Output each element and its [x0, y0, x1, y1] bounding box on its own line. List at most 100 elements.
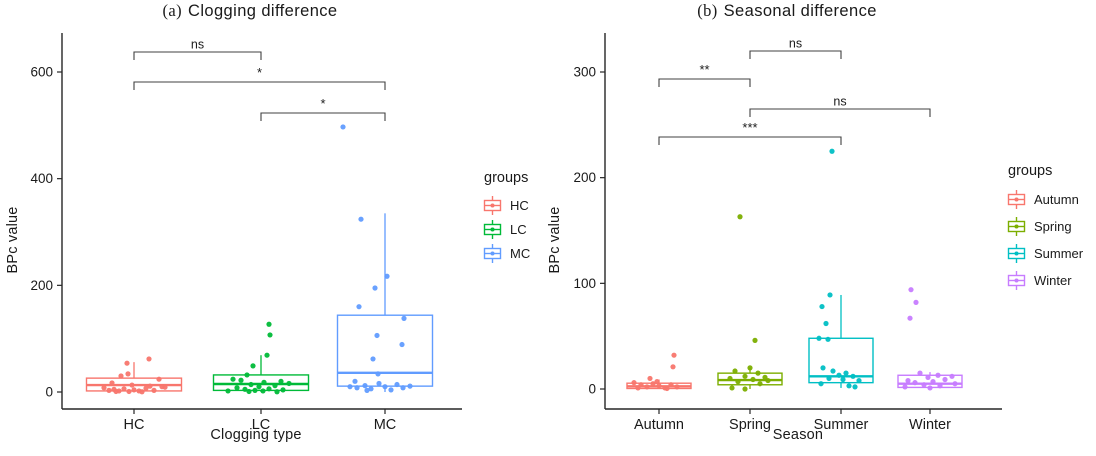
legend-label-spring: Spring [1034, 219, 1072, 234]
legend-item-autumn: Autumn [1006, 186, 1083, 213]
panel-a-title-text: Clogging difference [188, 2, 338, 20]
y-tick-label: 300 [573, 65, 596, 80]
jitter-points-summer [816, 148, 862, 390]
jitter-point [252, 387, 258, 393]
jitter-point [732, 368, 738, 374]
significance-bracket-hc-lc: ns [133, 38, 262, 60]
jitter-point [631, 380, 637, 386]
jitter-point [829, 148, 835, 154]
jitter-point [362, 383, 368, 389]
jitter-point [750, 376, 756, 383]
legend-season-groups: groups Autumn Spring Summer Winter [1006, 163, 1083, 294]
jitter-point [250, 363, 256, 369]
jitter-point [942, 376, 948, 383]
key-point [1014, 224, 1019, 229]
significance-label: *** [742, 120, 757, 135]
significance-label: * [320, 96, 325, 111]
jitter-point [126, 388, 132, 395]
jitter-point [401, 315, 407, 321]
jitter-point [274, 389, 280, 395]
significance-label: * [257, 65, 262, 80]
jitter-points-spring [727, 214, 771, 392]
jitter-point [159, 384, 165, 390]
jitter-point [846, 383, 852, 389]
jitter-point [840, 376, 846, 383]
legend-items: Autumn Spring Summer Winter [1006, 186, 1083, 294]
jitter-point [907, 315, 913, 321]
legend-clogging-groups: groups HC LC MC [482, 170, 530, 265]
x-category-label: LC [252, 417, 271, 433]
jitter-point [908, 287, 914, 293]
jitter-point [266, 386, 272, 392]
jitter-point [143, 385, 149, 391]
jitter-point [356, 304, 362, 310]
jitter-points-autumn [631, 352, 680, 392]
significance-label: ns [789, 37, 802, 51]
jitter-point [820, 365, 826, 371]
bracket-line [133, 81, 386, 90]
jitter-point [340, 124, 346, 130]
jitter-point [375, 371, 381, 377]
jitter-point [407, 383, 413, 389]
jitter-point [935, 372, 941, 378]
key-point [1014, 251, 1019, 256]
jitter-point [230, 376, 236, 382]
y-tick-label: 400 [30, 171, 53, 186]
jitter-point [913, 299, 919, 305]
jitter-point [664, 385, 670, 392]
jitter-point [106, 387, 112, 393]
box-mc [336, 314, 434, 387]
jitter-point [827, 292, 833, 298]
jitter-point [635, 385, 641, 391]
legend-item-spring: Spring [1006, 213, 1083, 240]
jitter-point [937, 383, 943, 389]
jitter-point [151, 387, 157, 393]
jitter-point [264, 352, 270, 358]
jitter-point [124, 360, 130, 366]
jitter-point [246, 388, 252, 395]
legend-item-hc: HC [482, 193, 530, 217]
jitter-point [647, 375, 653, 382]
jitter-point [354, 385, 360, 391]
jitter-point [843, 370, 849, 376]
jitter-point [925, 374, 931, 380]
jitter-point [266, 321, 272, 327]
x-category-label: Winter [909, 417, 951, 433]
bracket-line [658, 136, 842, 145]
key-point [490, 227, 495, 231]
panel-b-tag: (b) [697, 1, 718, 20]
jitter-point [248, 381, 254, 388]
boxplot-key-icon-hc [483, 195, 502, 215]
legend-label-winter: Winter [1034, 273, 1072, 288]
x-category-label: HC [124, 417, 145, 433]
legend-label-hc: HC [510, 197, 529, 213]
jitter-point [260, 388, 266, 394]
bracket-line [749, 50, 842, 59]
bracket-line [260, 112, 386, 121]
jitter-point [388, 387, 394, 393]
legend-item-summer: Summer [1006, 240, 1083, 267]
seasonal-boxplot-chart: ns ** ns *** 0 100 200 300 Autumn Spring Summer Win… [573, 33, 1002, 433]
boxplot-key-icon-winter [1007, 271, 1026, 290]
jitter-point [234, 385, 240, 391]
legend-item-lc: LC [482, 217, 530, 241]
y-tick-label: 0 [588, 382, 596, 397]
clogging-boxplot-chart: ns * * 0 200 400 600 HC LC MC [30, 33, 462, 433]
jitter-point [836, 372, 842, 378]
jitter-point [109, 380, 115, 386]
significance-bracket-autumn-spring: ** [658, 62, 751, 87]
jitter-point [949, 373, 955, 379]
jitter-point [225, 388, 231, 394]
jitter-point [146, 356, 152, 362]
jitter-point [930, 379, 936, 385]
jitter-points-winter [902, 287, 958, 391]
jitter-points-lc [225, 321, 292, 395]
key-point [1014, 278, 1019, 283]
jitter-point [256, 384, 262, 390]
jitter-point [650, 381, 656, 387]
significance-bracket-spring-summer: ns [749, 37, 842, 59]
jitter-point [368, 386, 374, 392]
jitter-point [737, 214, 743, 220]
jitter-point [757, 381, 763, 387]
y-tick-label: 600 [30, 65, 53, 80]
